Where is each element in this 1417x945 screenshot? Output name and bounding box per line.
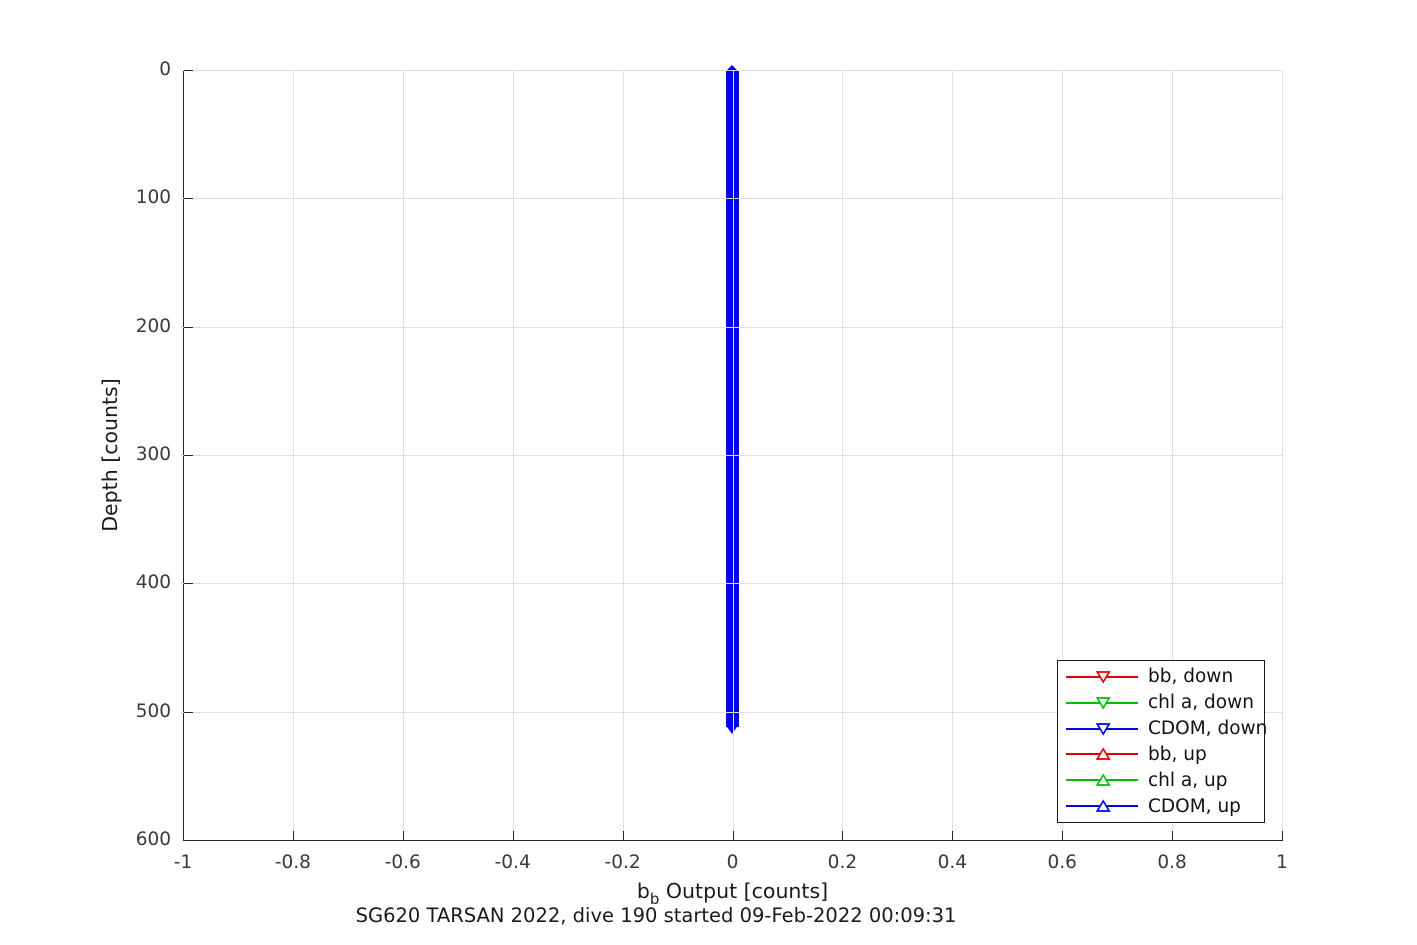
x-tick-mark — [402, 831, 404, 840]
x-tick-mark — [292, 831, 294, 840]
x-tick-label: 0.6 — [1047, 852, 1077, 873]
x-tick-mark — [622, 831, 624, 840]
legend-marker-up-triangle-icon — [1095, 747, 1111, 761]
y-tick-mark — [184, 840, 193, 841]
x-axis-label-subscript: b — [649, 890, 660, 908]
legend-marker-up-triangle-icon — [1095, 773, 1111, 787]
x-tick-mark — [512, 831, 514, 840]
x-tick-label: 0.2 — [827, 852, 858, 873]
y-tick-label: 200 — [135, 315, 171, 337]
legend-marker-down-triangle-icon — [1095, 696, 1111, 710]
gridline-horizontal — [183, 711, 1282, 713]
x-tick-mark — [732, 831, 734, 840]
legend-entry: chl a, down — [1066, 690, 1264, 716]
x-tick-mark — [1172, 831, 1174, 840]
y-tick-mark — [184, 455, 193, 456]
y-tick-label: 0 — [159, 59, 171, 80]
legend-label: CDOM, down — [1148, 718, 1268, 740]
y-tick-mark — [184, 70, 193, 71]
y-tick-label: 400 — [135, 572, 171, 594]
gridline-horizontal — [183, 583, 1282, 585]
x-axis-label-base: b — [636, 879, 650, 903]
legend-line-sample — [1066, 722, 1142, 736]
y-tick-label: 100 — [135, 187, 171, 209]
x-tick-label: -1 — [173, 852, 193, 873]
x-tick-mark — [1062, 831, 1064, 840]
x-tick-label: -0.6 — [384, 852, 421, 873]
legend-line-sample — [1066, 773, 1142, 787]
profile-band-body — [725, 70, 740, 728]
x-tick-mark — [952, 831, 954, 840]
gridline-vertical — [1282, 70, 1283, 840]
y-tick-mark — [184, 583, 193, 585]
legend-label: chl a, up — [1148, 769, 1228, 791]
legend-label: bb, down — [1148, 666, 1234, 688]
x-tick-label: 0.4 — [937, 852, 967, 873]
legend-line-sample — [1066, 799, 1142, 813]
x-tick-mark — [183, 831, 184, 840]
y-tick-mark — [184, 711, 193, 713]
gridline-horizontal — [183, 70, 1282, 71]
legend-line-sample — [1066, 696, 1142, 710]
x-tick-label: -0.8 — [274, 852, 311, 873]
gridline-horizontal — [183, 198, 1282, 200]
legend-marker-down-triangle-icon — [1095, 671, 1111, 684]
y-tick-label: 500 — [135, 700, 171, 722]
x-axis-label-rest: Output [counts] — [659, 879, 829, 903]
x-axis-line — [183, 840, 1283, 841]
x-tick-label: 0 — [726, 852, 739, 873]
profile-top-marker — [726, 65, 739, 71]
x-tick-mark — [1282, 831, 1283, 840]
y-tick-mark — [184, 198, 193, 200]
profile-bottom-marker — [727, 727, 738, 735]
plot-title: SG620 TARSAN 2022, dive 190 started 09-F… — [355, 904, 957, 927]
y-tick-mark — [184, 326, 193, 328]
y-tick-label: 600 — [135, 829, 171, 850]
legend-marker-up-triangle-icon — [1095, 799, 1111, 812]
legend-entry: bb, up — [1066, 742, 1264, 768]
legend-line-sample — [1066, 670, 1142, 684]
legend-box: bb, down chl a, down CDOM, down bb, up chl a… — [1057, 660, 1268, 823]
x-tick-label: -0.4 — [494, 852, 531, 873]
legend-entry: CDOM, down — [1066, 716, 1268, 742]
legend-marker-down-triangle-icon — [1095, 722, 1111, 736]
y-tick-label: 300 — [135, 444, 171, 465]
legend-entry: bb, down — [1066, 664, 1264, 690]
x-tick-mark — [842, 831, 844, 840]
legend-line-sample — [1066, 747, 1142, 761]
legend-label: bb, up — [1148, 743, 1207, 765]
x-tick-label: 1 — [1276, 852, 1288, 873]
gridline-horizontal — [183, 455, 1282, 456]
x-tick-label: -0.2 — [604, 852, 641, 873]
gridline-horizontal — [183, 326, 1282, 328]
x-axis-label: bb Output [counts] — [183, 879, 1282, 908]
legend-label: CDOM, up — [1148, 795, 1241, 817]
x-tick-label: 0.8 — [1157, 852, 1187, 873]
legend-entry: chl a, up — [1066, 767, 1264, 793]
legend-entry: CDOM, up — [1066, 793, 1264, 819]
legend-label: chl a, down — [1148, 692, 1254, 714]
